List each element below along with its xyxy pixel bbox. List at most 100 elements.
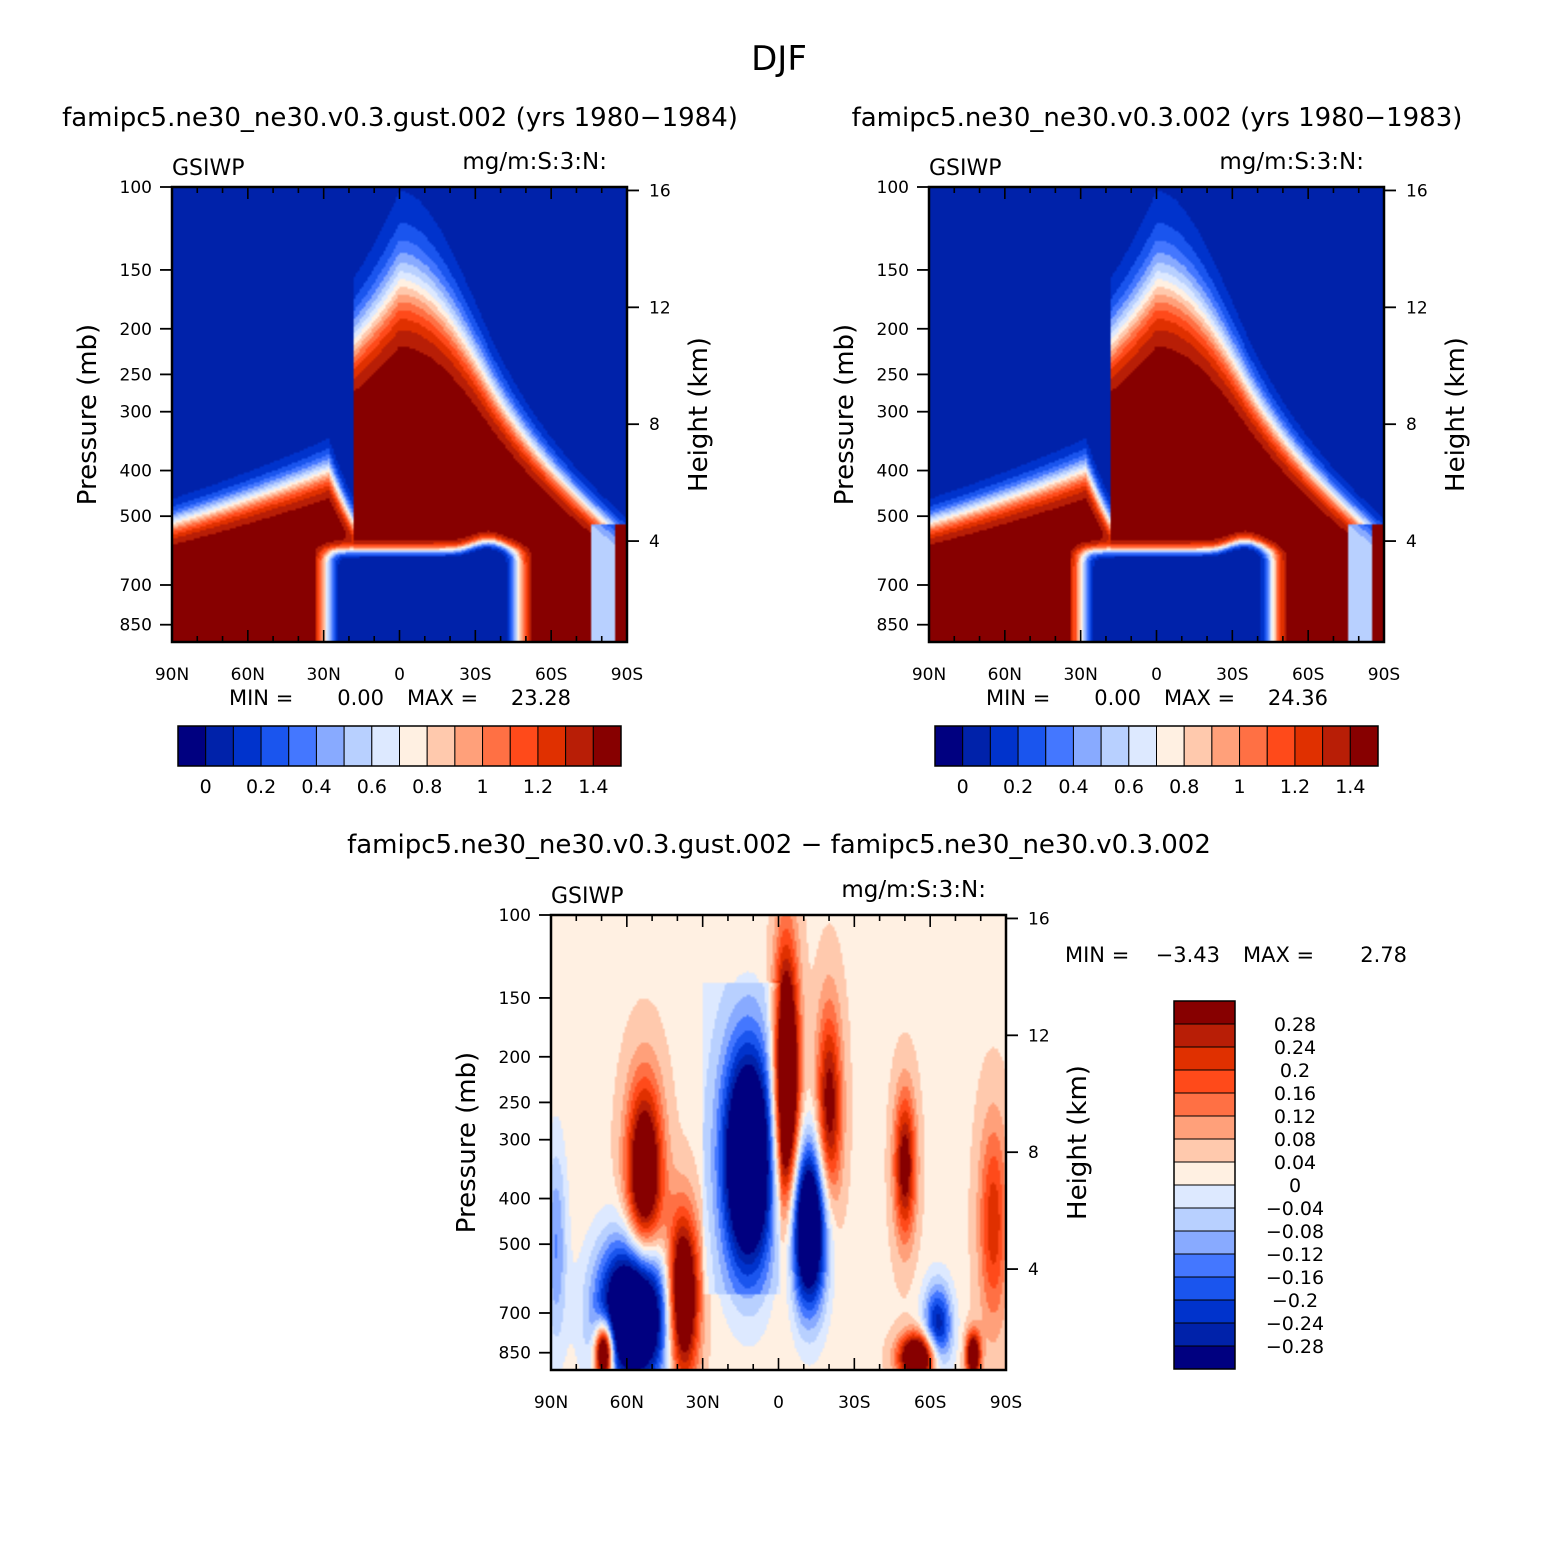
p1-left-label: GSIWP	[929, 156, 1002, 181]
p0-ytick-label: 250	[120, 365, 152, 385]
p1-colorbar-swatch	[1211, 725, 1241, 767]
p0-group: 90N 60N 30N 0 30S 60S 90S 100 150 200 250 300 400 500…	[73, 149, 714, 685]
p0-colorbar-swatch	[232, 725, 262, 767]
p1-xtick-label: 60S	[1292, 665, 1324, 685]
p2-y2tick-label: 8	[1028, 1143, 1039, 1163]
p1-y2tick-label: 16	[1406, 181, 1428, 201]
p2-max-value: 2.78	[1360, 943, 1407, 967]
p1-colorbar-swatch	[1183, 725, 1213, 767]
p2-min-value: −3.43	[1156, 943, 1220, 967]
p1-colorbar-swatch	[1072, 725, 1102, 767]
diff-title: famipc5.ne30_ne30.v0.3.gust.002 − famipc…	[347, 830, 1211, 860]
p1-colorbar-swatch	[1349, 725, 1379, 767]
p1-max-label: MAX =	[1164, 686, 1235, 710]
p2-colorbar-label: −0.08	[1266, 1221, 1324, 1243]
p2-colorbar-swatch	[1173, 1161, 1236, 1186]
p2-colorbar-label: 0.16	[1274, 1083, 1316, 1105]
p1-colorbar-swatch	[1294, 725, 1324, 767]
p0-y2tick-label: 4	[649, 532, 660, 552]
p2-colorbar-swatch	[1173, 1345, 1236, 1370]
p0-ytick-label: 500	[120, 507, 152, 527]
p1-y2tick-label: 4	[1406, 532, 1417, 552]
p1-colorbar-label: 0.6	[1114, 776, 1144, 798]
p1-ytick-label: 850	[877, 616, 909, 636]
panel1-title: famipc5.ne30_ne30.v0.3.gust.002 (yrs 198…	[62, 103, 738, 133]
p2-colorbar-swatch	[1173, 1069, 1236, 1094]
p2-colorbar-label: 0	[1289, 1175, 1301, 1197]
p1-colorbar-label: 0.2	[1003, 776, 1033, 798]
p0-colorbar-label: 0.2	[246, 776, 276, 798]
p2-ytick-label: 150	[499, 989, 531, 1009]
p2-y2tick-label: 4	[1028, 1260, 1039, 1280]
p1-y2tick-label: 12	[1406, 298, 1428, 318]
p2-colorbar-swatch	[1173, 1000, 1236, 1025]
p2-colorbar-label: −0.12	[1266, 1244, 1324, 1266]
p2-colorbar-swatch	[1173, 1230, 1236, 1255]
p2-ytick-label: 250	[499, 1093, 531, 1113]
p1-ytick-label: 100	[877, 178, 909, 198]
p0-colorbar-frame	[177, 725, 622, 767]
p0-xtick-label: 60N	[231, 665, 265, 685]
p2-y2label: Height (km)	[1063, 1065, 1093, 1220]
p0-min-label: MIN =	[229, 686, 293, 710]
p2-ytick-label: 500	[499, 1235, 531, 1255]
p0-colorbar-label: 1.2	[523, 776, 553, 798]
p1-xtick-label: 30S	[1216, 665, 1248, 685]
p0-colorbar-swatch	[399, 725, 428, 767]
p2-colorbar-label: 0.08	[1274, 1129, 1316, 1151]
p1-xtick-label: 30N	[1063, 665, 1097, 685]
p0-contour-field	[172, 187, 627, 642]
p0-y2tick-label: 12	[649, 298, 671, 318]
p1-xtick-label: 60N	[988, 665, 1022, 685]
p1-ytick-label: 150	[877, 261, 909, 281]
p1-colorbar-label: 0.4	[1058, 776, 1088, 798]
p2-colorbar-label: 0.04	[1274, 1152, 1316, 1174]
p2-ytick-label: 200	[499, 1048, 531, 1068]
p0-colorbar-swatch	[288, 725, 317, 767]
p2-colorbar-label: 0.12	[1274, 1106, 1316, 1128]
p1-ytick-label: 500	[877, 507, 909, 527]
p2-ytick-label: 400	[499, 1190, 531, 1210]
p2-colorbar-swatch	[1173, 1023, 1236, 1048]
p0-right-label: mg/m:S:3:N:	[462, 149, 607, 175]
p0-colorbar-swatch	[177, 725, 207, 767]
p0-xtick-label: 30N	[306, 665, 340, 685]
p2-colorbar-label: −0.04	[1266, 1198, 1324, 1220]
p0-colorbar-swatch	[565, 725, 594, 767]
p0-xtick-label: 0	[394, 665, 405, 685]
p1-ytick-label: 700	[877, 576, 909, 596]
p1-ytick-label: 400	[877, 462, 909, 482]
p2-xtick-label: 60N	[610, 1393, 644, 1413]
p2-colorbar-frame	[1173, 1000, 1236, 1370]
p1-ytick-label: 200	[877, 320, 909, 340]
p0-ytick-label: 850	[120, 616, 152, 636]
p2-colorbar-swatch	[1173, 1115, 1236, 1140]
p2-min-label: MIN =	[1065, 943, 1129, 967]
p1-right-label: mg/m:S:3:N:	[1219, 149, 1364, 175]
p2-colorbar-swatch	[1173, 1184, 1236, 1209]
p2-colorbar-label: 0.28	[1274, 1014, 1316, 1036]
p1-y2label: Height (km)	[1441, 337, 1471, 492]
p0-colorbar-swatch	[260, 725, 290, 767]
p1-contour-field	[929, 187, 1384, 642]
p0-colorbar-label: 0	[200, 776, 212, 798]
p1-colorbar: 0 0.2 0.4 0.6 0.8 1 1.2 1.4	[934, 725, 1379, 798]
p0-xtick-label: 60S	[535, 665, 567, 685]
p0-xtick-label: 90N	[155, 665, 189, 685]
p0-colorbar-label: 0.4	[301, 776, 331, 798]
p1-xtick-label: 90N	[912, 665, 946, 685]
p1-colorbar-label: 0.8	[1169, 776, 1199, 798]
p0-colorbar-label: 0.8	[412, 776, 442, 798]
p1-y2tick-label: 8	[1406, 415, 1417, 435]
p2-colorbar-swatch	[1173, 1299, 1236, 1324]
p2-colorbar-label: 0.2	[1280, 1060, 1310, 1082]
p2-colorbar-label: −0.28	[1266, 1336, 1324, 1358]
p0-ytick-label: 200	[120, 320, 152, 340]
p0-colorbar-swatch	[482, 725, 511, 767]
p1-colorbar-swatch	[1156, 725, 1185, 767]
p0-ytick-label: 700	[120, 576, 152, 596]
p2-xtick-label: 90N	[534, 1393, 568, 1413]
p2-xtick-label: 60S	[914, 1393, 946, 1413]
p0-colorbar-swatch	[592, 725, 622, 767]
